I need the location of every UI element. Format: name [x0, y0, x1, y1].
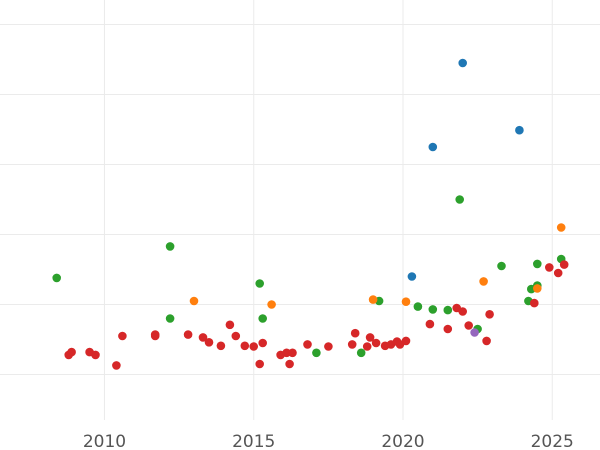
x-tick-label-2020: 2020	[381, 432, 424, 450]
point-blue-3	[407, 272, 417, 281]
point-red-34	[425, 319, 435, 329]
point-blue-0	[458, 58, 468, 68]
point-red-4	[112, 361, 121, 370]
x-gridlines	[103, 0, 553, 420]
point-orange-5	[533, 284, 542, 293]
point-red-41	[530, 298, 539, 308]
point-red-10	[204, 338, 214, 347]
point-red-20	[285, 359, 294, 369]
x-tick-label-2025: 2025	[531, 432, 574, 450]
point-red-7	[150, 330, 160, 339]
point-red-21	[288, 348, 297, 358]
x-tick-label-2010: 2010	[83, 432, 126, 450]
point-red-5	[118, 331, 127, 341]
point-red-25	[350, 328, 360, 338]
point-orange-2	[368, 295, 378, 304]
point-orange-1	[267, 300, 276, 309]
point-red-12	[225, 320, 235, 330]
point-red-39	[482, 336, 491, 346]
point-red-28	[371, 338, 381, 348]
point-green-2	[165, 314, 175, 323]
point-green-4	[258, 314, 268, 323]
point-red-22	[303, 340, 312, 349]
point-red-13	[231, 331, 241, 341]
point-red-37	[458, 307, 468, 316]
data-points	[52, 58, 569, 370]
point-red-19	[282, 348, 291, 358]
x-tick-label-2015: 2015	[232, 432, 275, 450]
point-green-9	[428, 305, 438, 314]
point-green-11	[455, 195, 465, 204]
point-red-9	[198, 333, 208, 342]
point-red-14	[240, 341, 250, 351]
point-green-6	[356, 348, 366, 358]
x-tick-labels: 2010 2015 2020 2025	[83, 432, 574, 450]
point-purple-0	[470, 328, 479, 337]
point-green-5	[312, 348, 321, 358]
point-blue-1	[428, 142, 438, 152]
point-orange-3	[401, 297, 411, 307]
point-red-15	[249, 342, 258, 351]
point-red-8	[183, 330, 193, 339]
point-red-35	[443, 324, 453, 334]
point-red-1	[67, 347, 76, 357]
point-orange-4	[479, 277, 488, 286]
point-red-44	[559, 260, 569, 269]
point-blue-2	[515, 125, 524, 135]
point-red-27	[365, 333, 375, 342]
point-red-26	[362, 342, 372, 351]
point-green-3	[255, 279, 264, 288]
point-green-0	[52, 273, 61, 283]
point-orange-0	[189, 296, 199, 306]
point-red-40	[485, 310, 494, 319]
point-red-42	[545, 263, 554, 272]
point-red-3	[91, 350, 100, 360]
point-orange-6	[556, 223, 566, 232]
point-green-10	[443, 305, 453, 315]
point-red-17	[258, 338, 268, 348]
point-red-16	[255, 359, 264, 369]
point-green-8	[413, 302, 423, 311]
point-red-11	[216, 341, 226, 351]
point-red-43	[553, 268, 563, 278]
point-red-38	[464, 321, 474, 330]
y-gridlines	[0, 24, 600, 375]
point-green-1	[165, 242, 175, 251]
point-green-13	[497, 261, 506, 271]
point-red-23	[324, 342, 333, 351]
point-green-17	[533, 259, 542, 269]
point-red-24	[347, 340, 357, 349]
point-red-33	[401, 336, 411, 346]
